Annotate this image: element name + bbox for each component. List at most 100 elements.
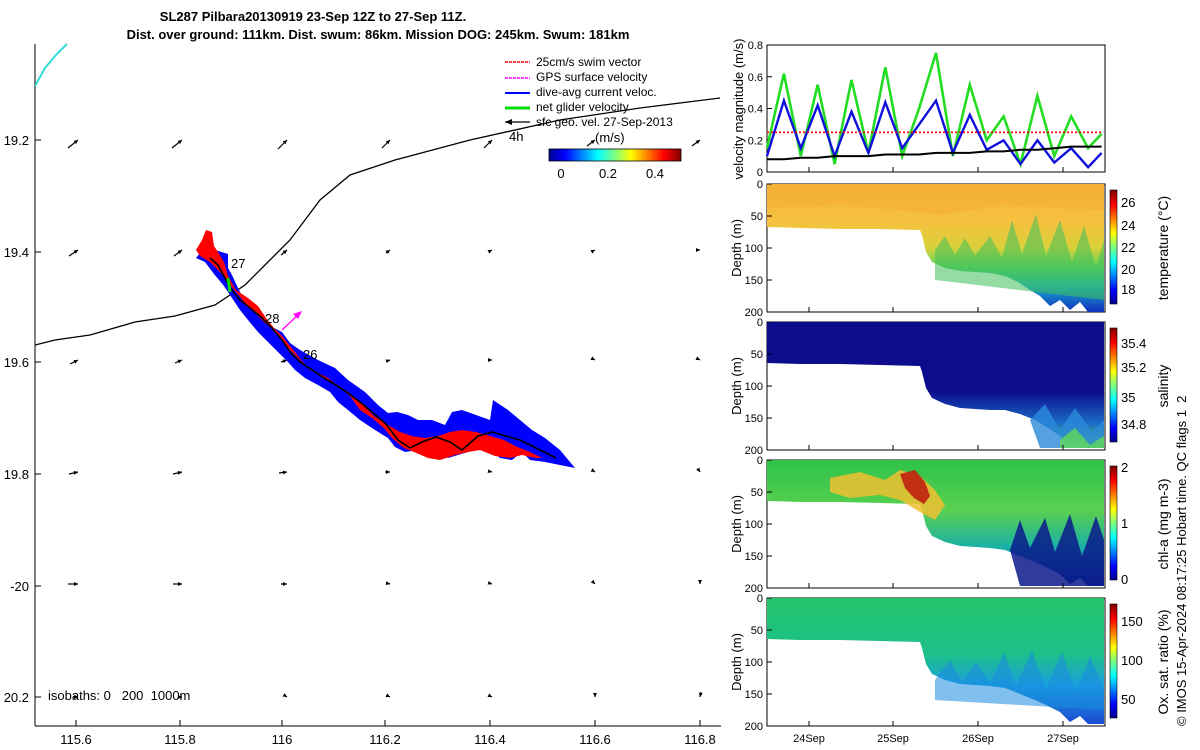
legend-scale-label: 4h bbox=[509, 129, 523, 144]
geostrophic-vector-arrowhead bbox=[593, 693, 597, 697]
depth-tick-label: 50 bbox=[751, 625, 763, 637]
geostrophic-vector-arrowhead bbox=[177, 359, 182, 364]
speed-colorbar bbox=[548, 148, 682, 162]
date-tick-label: 24Sep bbox=[793, 733, 825, 745]
colorbar-tick-02: 0.2 bbox=[599, 166, 617, 181]
geostrophic-vector-arrowhead bbox=[385, 581, 390, 585]
depth-tick-label: 50 bbox=[751, 349, 763, 361]
geostrophic-vector-arrowhead bbox=[487, 140, 492, 145]
geostrophic-vector-arrowhead bbox=[177, 250, 182, 254]
depth-axis-label: Depth (m) bbox=[729, 633, 744, 691]
geostrophic-vector-arrowhead bbox=[73, 140, 78, 145]
colorbar-tick-label: 100 bbox=[1121, 653, 1143, 668]
geostrophic-vector-arrowhead bbox=[698, 580, 702, 584]
salinity-green-patch bbox=[1060, 428, 1104, 448]
temperature-streaks bbox=[935, 214, 1104, 300]
chlorophyll-section bbox=[766, 459, 1118, 589]
legend-label-sfc-geo-velocity: sfc geo. vel. 27-Sep-2013 bbox=[536, 115, 673, 129]
geostrophic-vector-arrowhead bbox=[695, 140, 700, 144]
colorbar-tick-label: 24 bbox=[1121, 218, 1135, 233]
swim-vector-swath bbox=[196, 230, 542, 460]
depth-axis-label: Depth (m) bbox=[729, 219, 744, 277]
glider-track-line bbox=[209, 257, 557, 459]
depth-tick-label: 50 bbox=[751, 211, 763, 223]
legend-swatch-sfc-geo-arrowhead bbox=[505, 119, 512, 125]
geostrophic-vector-arrowhead bbox=[74, 695, 78, 699]
geostrophic-vector-arrowhead bbox=[177, 470, 182, 475]
map-day-label-27: 27 bbox=[231, 256, 245, 271]
geostrophic-vector-arrowhead bbox=[73, 360, 78, 364]
depth-tick-label: 200 bbox=[745, 307, 763, 319]
oxygen-section bbox=[766, 597, 1118, 727]
legend-label-swim-vector: 25cm/s swim vector bbox=[536, 55, 641, 69]
depth-tick-label: 150 bbox=[745, 689, 763, 701]
geostrophic-vector-arrowhead bbox=[282, 470, 287, 475]
velocity-series-line bbox=[765, 52, 1103, 169]
geostrophic-vector-arrowhead bbox=[386, 470, 390, 474]
map-y-tick-label: 19.2 bbox=[4, 133, 29, 148]
velocity-series-line bbox=[765, 96, 1103, 169]
geostrophic-vector-arrowhead bbox=[177, 140, 182, 145]
map-x-ticks: 115.6 115.8 116 116.2 116.4 116.6 116.8 bbox=[60, 720, 716, 747]
figure-title-line1: SL287 Pilbara20130919 23-Sep 12Z to 27-S… bbox=[160, 9, 466, 24]
depth-tick-label: 200 bbox=[745, 445, 763, 457]
geostrophic-vector-arrowhead bbox=[282, 693, 287, 697]
velocity-y-tick-label: 0 bbox=[757, 167, 763, 179]
depth-tick-label: 200 bbox=[745, 583, 763, 595]
geostrophic-vector-arrowhead bbox=[590, 140, 595, 144]
depth-tick-label: 100 bbox=[745, 519, 763, 531]
velocity-series bbox=[765, 52, 1103, 169]
geostrophic-vector-arrowhead bbox=[590, 250, 595, 254]
oxygen-low-streaks bbox=[935, 650, 1104, 710]
chlorophyll-colorbar bbox=[1109, 465, 1118, 581]
geostrophic-vector-arrowhead bbox=[590, 579, 595, 584]
map-y-tick-label: 20.2 bbox=[4, 690, 29, 705]
isobaths-label: isobaths: 0 200 1000m bbox=[48, 688, 190, 703]
map-legend: 25cm/s swim vector GPS surface velocity … bbox=[505, 55, 682, 181]
map-x-tick-label: 116.2 bbox=[369, 732, 401, 747]
geostrophic-vector-arrowhead bbox=[74, 582, 78, 586]
geostrophic-vector-arrowhead bbox=[73, 470, 78, 475]
colorbar-tick-label: 2 bbox=[1121, 460, 1128, 475]
geostrophic-vector-arrowhead bbox=[283, 582, 287, 586]
colorbar-tick-label: 150 bbox=[1121, 614, 1143, 629]
map-y-tick-label: 19.8 bbox=[4, 467, 29, 482]
map-x-tick-label: 115.6 bbox=[60, 732, 92, 747]
map-x-tick-label: 116 bbox=[272, 732, 293, 747]
legend-label-gps-velocity: GPS surface velocity bbox=[536, 70, 647, 84]
colorbar-axis-label: temperature (°C) bbox=[1155, 196, 1171, 300]
colorbar-tick-label: 35.2 bbox=[1121, 360, 1146, 375]
geostrophic-vector-arrowhead bbox=[385, 359, 390, 364]
salinity-field bbox=[767, 322, 1104, 448]
dive-avg-current-swath bbox=[196, 248, 575, 468]
date-tick-label: 26Sep bbox=[962, 733, 994, 745]
map-x-tick-label: 116.6 bbox=[579, 732, 611, 747]
colorbar-tick-label: 26 bbox=[1121, 195, 1135, 210]
colorbar-tick-label: 35.4 bbox=[1121, 336, 1146, 351]
salinity-fresh-patch bbox=[1030, 404, 1104, 448]
geostrophic-vector-arrowhead bbox=[487, 469, 492, 473]
depth-tick-label: 200 bbox=[745, 721, 763, 733]
chlorophyll-deep-blue bbox=[1010, 514, 1104, 586]
geostrophic-vector-arrowhead bbox=[385, 250, 390, 254]
surface-geostrophic-vector-field bbox=[67, 139, 703, 699]
depth-tick-label: 100 bbox=[745, 657, 763, 669]
map-y-tick-label: 19.4 bbox=[4, 245, 29, 260]
geostrophic-vector-arrowhead bbox=[282, 250, 287, 255]
velocity-y-tick-label: 0.6 bbox=[748, 72, 763, 84]
temperature-section bbox=[766, 183, 1118, 313]
legend-label-dive-avg-current: dive-avg current veloc. bbox=[536, 85, 657, 99]
geostrophic-vector-arrowhead bbox=[488, 358, 492, 362]
geostrophic-vector-arrowhead bbox=[696, 467, 700, 472]
date-axis-ticks: 24Sep 25Sep 26Sep 27Sep bbox=[793, 167, 1079, 745]
map-y-tick-label: 19.6 bbox=[4, 355, 29, 370]
velocity-series-line bbox=[767, 145, 1102, 161]
geostrophic-vector-arrowhead bbox=[385, 693, 390, 697]
velocity-y-ticks: 0 0.2 0.4 0.6 0.8 bbox=[748, 40, 772, 179]
chlorophyll-peak bbox=[900, 470, 930, 504]
salinity-colorbar bbox=[1109, 327, 1118, 443]
geostrophic-vector-arrowhead bbox=[590, 356, 595, 360]
date-tick-label: 25Sep bbox=[877, 733, 909, 745]
map-x-tick-label: 116.4 bbox=[474, 732, 506, 747]
